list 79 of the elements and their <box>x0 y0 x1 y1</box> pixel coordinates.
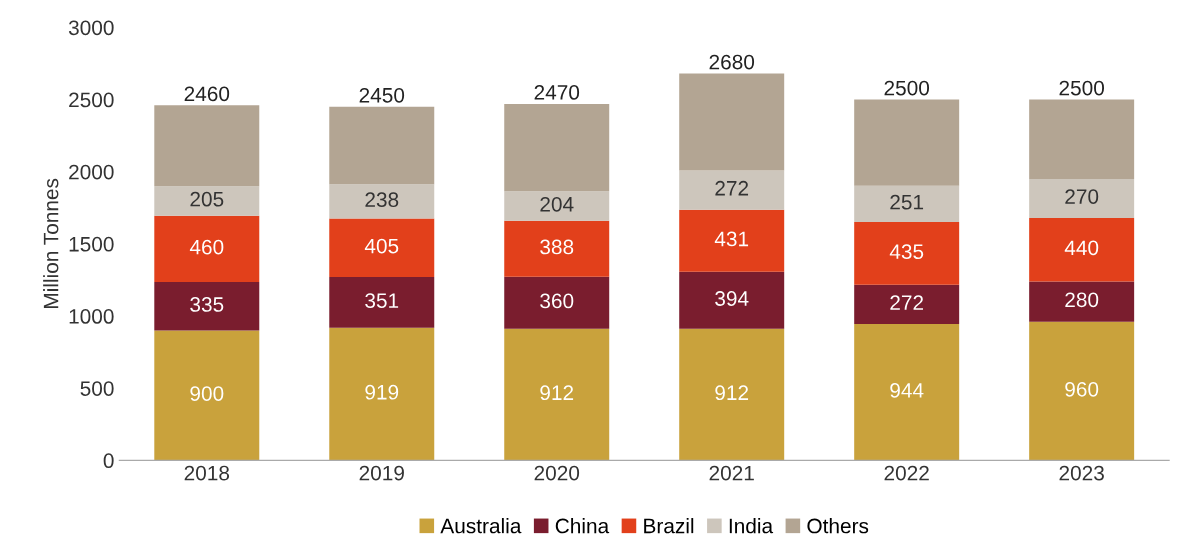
bar <box>679 271 785 329</box>
data-label: 270 <box>1065 189 1099 204</box>
data-label: 960 <box>1065 381 1099 397</box>
bar <box>504 191 610 221</box>
data-label: 912 <box>715 385 749 401</box>
x-tick-label: 2019 <box>359 465 404 481</box>
x-tick-label: 2021 <box>709 465 754 481</box>
data-label: 405 <box>364 238 399 254</box>
total-label: 2460 <box>184 86 230 102</box>
legend-label: Brazil <box>644 518 694 534</box>
y-tick-label: 0 <box>103 453 114 469</box>
data-label: 272 <box>715 180 749 196</box>
bar <box>154 330 260 461</box>
data-label: 280 <box>1065 292 1099 308</box>
bar <box>1029 321 1135 461</box>
data-label: 272 <box>890 295 924 310</box>
data-label: 204 <box>540 196 574 212</box>
bar <box>504 276 610 329</box>
data-label: 335 <box>190 297 224 312</box>
bar <box>854 324 960 461</box>
bar <box>854 222 960 285</box>
data-label: 351 <box>365 293 399 308</box>
data-label: 440 <box>1064 240 1099 256</box>
y-axis-title: Million Tonnes <box>43 178 59 308</box>
y-tick-label: 3000 <box>68 20 114 36</box>
bar <box>329 327 435 461</box>
total-label: 2470 <box>534 85 580 100</box>
legend-label: India <box>729 518 774 534</box>
bar <box>1029 99 1135 179</box>
bar <box>329 277 435 328</box>
bar <box>154 186 260 216</box>
data-label: 435 <box>889 244 924 260</box>
y-tick-label: 2000 <box>69 164 114 180</box>
x-tick-label: 2020 <box>534 465 580 481</box>
bar <box>679 73 785 171</box>
data-label: 251 <box>890 194 924 210</box>
legend-label: Australia <box>440 518 522 534</box>
y-tick-label: 2500 <box>69 92 114 108</box>
data-label: 919 <box>365 384 399 400</box>
bar <box>504 220 610 277</box>
data-label: 900 <box>190 386 224 401</box>
total-label: 2680 <box>709 54 755 70</box>
bar <box>679 328 785 461</box>
legend-label: China <box>555 518 610 534</box>
data-label: 238 <box>365 192 399 208</box>
x-tick-label: 2018 <box>184 465 230 481</box>
total-label: 2450 <box>359 87 405 103</box>
bar <box>329 184 435 219</box>
bar <box>679 209 785 272</box>
bar <box>1029 178 1135 218</box>
bar <box>1029 281 1135 322</box>
bar <box>854 185 960 223</box>
data-label: 912 <box>540 385 574 401</box>
y-tick-label: 500 <box>80 381 114 396</box>
bar <box>854 284 960 325</box>
total-label: 2500 <box>884 80 930 96</box>
bar <box>154 105 260 187</box>
total-label: 2500 <box>1059 80 1105 96</box>
data-label: 460 <box>189 239 224 255</box>
data-label: 360 <box>540 293 574 309</box>
x-tick-label: 2022 <box>884 465 929 481</box>
data-label: 205 <box>190 191 224 207</box>
bar <box>679 170 785 210</box>
data-label: 431 <box>714 231 749 247</box>
data-label: 388 <box>540 239 574 255</box>
bar <box>854 99 960 186</box>
bar <box>329 218 435 278</box>
bar <box>329 106 435 185</box>
bar <box>504 328 610 461</box>
x-tick-label: 2023 <box>1059 465 1104 481</box>
data-label: 944 <box>890 383 924 398</box>
bar <box>1029 217 1135 282</box>
y-tick-label: 1000 <box>69 309 114 324</box>
bar <box>154 282 260 331</box>
data-label: 394 <box>715 291 749 306</box>
bar <box>154 215 260 283</box>
legend-label: Others <box>807 518 869 534</box>
bar <box>504 103 610 192</box>
y-tick-label: 1500 <box>69 236 114 252</box>
